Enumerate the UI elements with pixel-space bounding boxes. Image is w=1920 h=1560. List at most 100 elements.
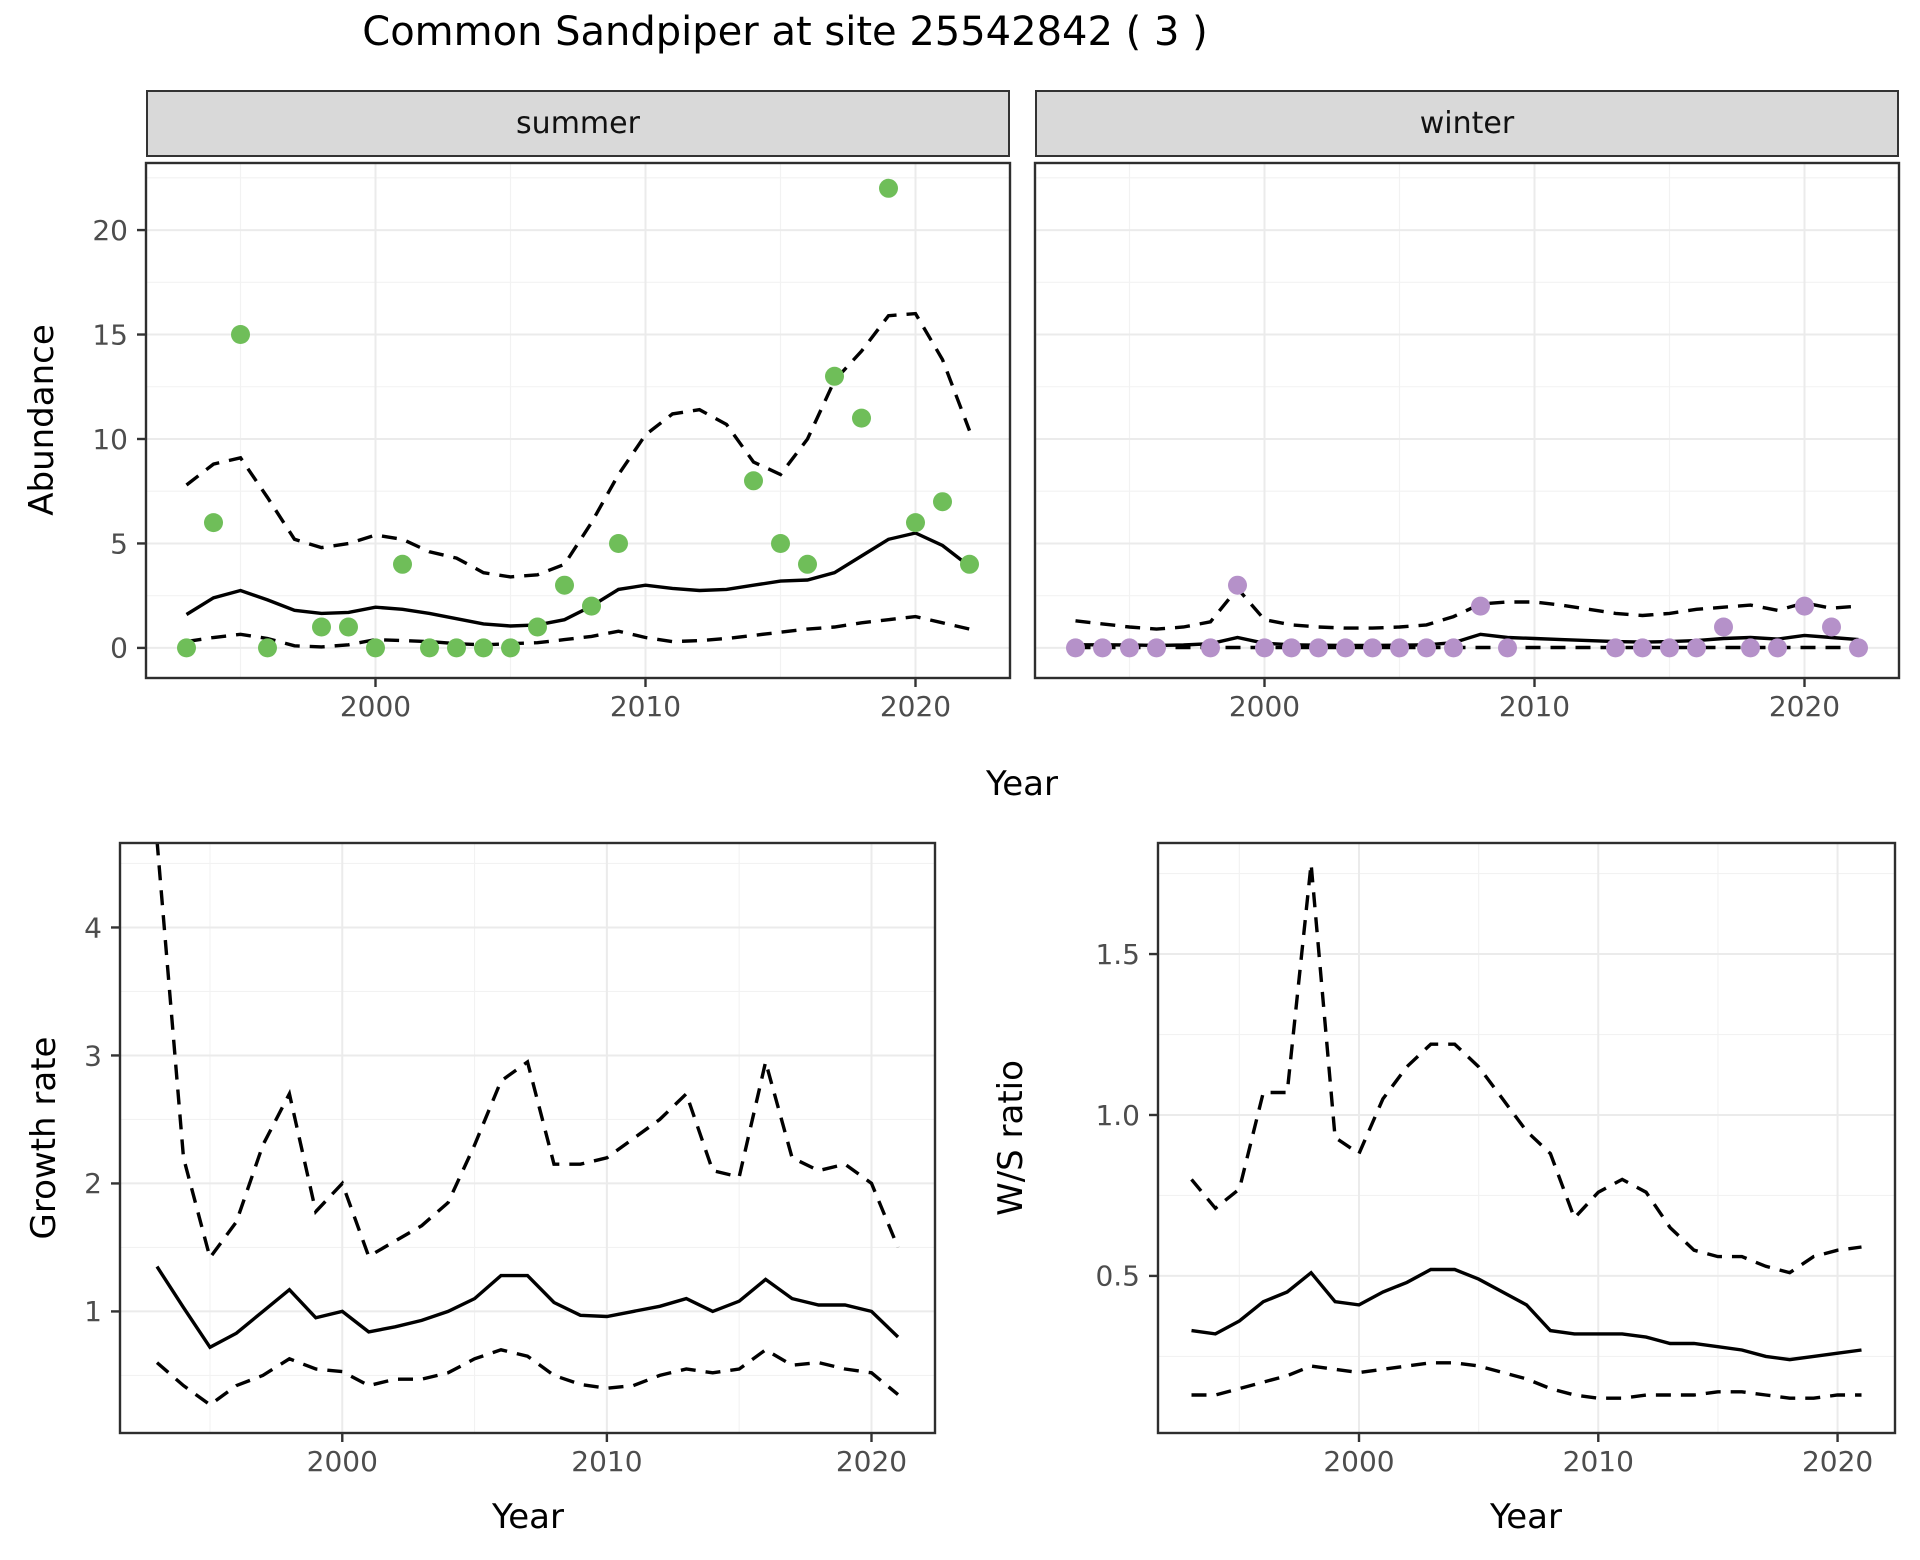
data-point-summer	[555, 575, 574, 595]
x-tick-label: 2000	[1229, 690, 1300, 723]
data-point-winter	[1228, 575, 1247, 595]
data-point-winter	[1336, 638, 1355, 658]
y-tick-label: 15	[92, 318, 128, 351]
line-growth-upper_ci	[155, 843, 900, 1262]
x-axis-label-year-top: Year	[986, 764, 1058, 804]
data-point-summer	[960, 554, 979, 574]
data-point-winter	[1687, 638, 1706, 658]
data-point-winter	[1633, 638, 1652, 658]
x-tick-label: 2010	[610, 690, 681, 723]
data-point-summer	[177, 638, 196, 658]
points-summer	[177, 178, 979, 658]
y-tick-label: 4	[84, 911, 102, 944]
data-point-summer	[852, 408, 871, 428]
panel-border-summer	[144, 161, 1012, 680]
data-point-summer	[231, 325, 250, 344]
data-point-summer	[339, 617, 358, 637]
data-point-winter	[1768, 638, 1787, 658]
y-tick-label: 0	[110, 632, 128, 665]
data-point-winter	[1093, 638, 1112, 658]
x-axis-label-year-growth: Year	[492, 1497, 564, 1537]
series-growth	[155, 843, 900, 1407]
data-point-summer	[906, 513, 925, 533]
line-ws-fit	[1191, 1267, 1862, 1362]
data-point-summer	[312, 617, 331, 637]
data-point-summer	[447, 638, 466, 658]
panel-border-winter	[1033, 161, 1901, 680]
points-winter	[1066, 575, 1868, 658]
data-point-summer	[420, 638, 439, 658]
data-point-winter	[1660, 638, 1679, 658]
data-point-winter	[1741, 638, 1760, 658]
data-point-summer	[933, 492, 952, 512]
data-point-winter	[1363, 638, 1382, 658]
data-point-winter	[1120, 638, 1139, 658]
axes-growth: 2000 2010 2020 1 2 3 4	[84, 911, 907, 1478]
line-winter-upper_ci	[1075, 585, 1859, 631]
line-summer-lower_ci	[186, 614, 970, 649]
data-point-winter	[1606, 638, 1625, 658]
data-point-summer	[744, 471, 763, 491]
facet-strip-summer: summer	[146, 90, 1010, 157]
data-point-summer	[258, 638, 277, 658]
data-point-winter	[1795, 596, 1814, 616]
y-tick-label: 5	[110, 527, 128, 560]
data-point-summer	[204, 513, 223, 533]
data-point-summer	[393, 554, 412, 574]
data-point-winter	[1822, 617, 1841, 637]
data-point-winter	[1471, 596, 1490, 616]
data-point-winter	[1066, 638, 1085, 658]
panel-summer: 2000 2010 2020 0 5 10 15 20	[92, 161, 1012, 723]
data-point-summer	[879, 178, 898, 198]
data-point-winter	[1714, 617, 1733, 637]
data-point-summer	[501, 638, 520, 658]
x-tick-label: 2000	[340, 690, 411, 723]
x-tick-label: 2020	[1769, 690, 1840, 723]
y-tick-label: 20	[92, 214, 128, 247]
y-tick-label: 1	[84, 1295, 102, 1328]
facet-strip-winter-label: winter	[1419, 106, 1515, 141]
x-tick-label: 2000	[307, 1445, 378, 1478]
grid-major-summer	[146, 163, 1010, 678]
data-point-winter	[1417, 638, 1436, 658]
data-point-summer	[366, 638, 385, 658]
data-point-winter	[1498, 638, 1517, 658]
data-point-winter	[1390, 638, 1409, 658]
panel-growth: 2000 2010 2020 1 2 3 4	[84, 841, 937, 1478]
data-point-winter	[1309, 638, 1328, 658]
y-tick-label: 1.5	[1095, 938, 1140, 971]
y-tick-label: 2	[84, 1167, 102, 1200]
line-growth-lower_ci	[155, 1347, 900, 1407]
data-point-winter	[1849, 638, 1868, 658]
x-axis-label-year-ws: Year	[1490, 1497, 1562, 1537]
x-tick-label: 2020	[1802, 1445, 1873, 1478]
data-point-summer	[825, 366, 844, 386]
x-tick-label: 2010	[571, 1445, 642, 1478]
x-tick-label: 2000	[1323, 1445, 1394, 1478]
data-point-summer	[609, 534, 628, 553]
grid-minor-summer	[146, 163, 1010, 678]
facet-strip-winter: winter	[1035, 90, 1899, 157]
data-point-winter	[1255, 638, 1274, 658]
y-tick-label: 0.5	[1095, 1260, 1140, 1293]
data-point-summer	[582, 596, 601, 616]
facet-strip-summer-label: summer	[516, 106, 640, 141]
y-tick-label: 10	[92, 423, 128, 456]
x-tick-label: 2020	[880, 690, 951, 723]
line-summer-fit	[185, 531, 971, 628]
panel-ws: 2000 2010 2020 0.5 1.0 1.5	[1095, 841, 1897, 1478]
data-point-summer	[474, 638, 493, 658]
x-tick-label: 2010	[1563, 1445, 1634, 1478]
grid-major-growth	[120, 843, 935, 1433]
panel-border-growth	[118, 841, 937, 1435]
data-point-winter	[1444, 638, 1463, 658]
panel-border-ws	[1156, 841, 1897, 1435]
axes-ws: 2000 2010 2020 0.5 1.0 1.5	[1095, 938, 1873, 1478]
axes-winter: 2000 2010 2020	[1229, 678, 1840, 723]
data-point-winter	[1147, 638, 1166, 658]
y-tick-label: 1.0	[1095, 1099, 1140, 1132]
data-point-summer	[771, 534, 790, 553]
x-tick-label: 2010	[1499, 690, 1570, 723]
